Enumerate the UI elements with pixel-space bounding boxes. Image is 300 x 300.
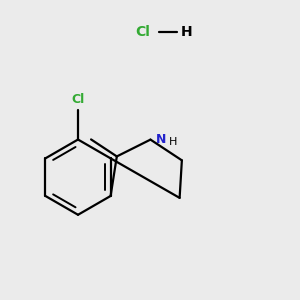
Text: H: H	[181, 25, 193, 39]
Text: Cl: Cl	[71, 93, 85, 106]
Text: N: N	[156, 133, 167, 146]
Text: H: H	[169, 137, 177, 147]
Text: Cl: Cl	[135, 25, 150, 39]
